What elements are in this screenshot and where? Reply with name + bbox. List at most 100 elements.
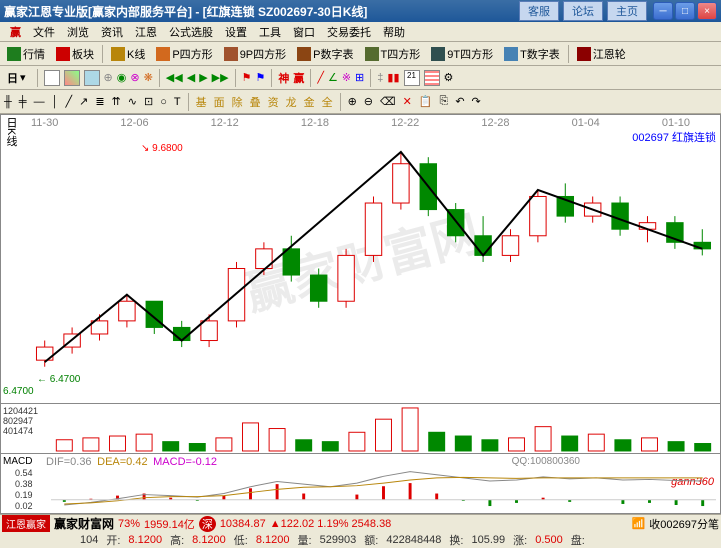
forum-button[interactable]: 论坛: [563, 1, 603, 21]
tool-icon-1[interactable]: [44, 70, 60, 86]
draw-tool-2[interactable]: ╪: [17, 96, 29, 108]
draw-tool-4[interactable]: │: [50, 96, 61, 108]
char-btn-4[interactable]: 叠: [248, 94, 263, 110]
grid-tool-icon[interactable]: ⊞: [355, 71, 364, 84]
scale-tool-icon[interactable]: ‡: [377, 72, 383, 84]
color-tool-icon[interactable]: ▮▮: [387, 71, 399, 84]
next-icon[interactable]: ▶: [199, 71, 207, 84]
first-icon[interactable]: ◀◀: [166, 71, 183, 84]
tb-K线[interactable]: K线: [106, 43, 150, 65]
gear-icon[interactable]: ⚙: [444, 71, 454, 84]
char-btn-2[interactable]: 面: [212, 94, 227, 110]
menu-info[interactable]: 资讯: [95, 22, 129, 42]
misc-tool-2[interactable]: ⊖: [362, 95, 375, 108]
title-bar: 赢家江恩专业版[赢家内部服务平台] - [红旗连锁 SZ002697-30日K线…: [0, 0, 721, 22]
window-title: 赢家江恩专业版[赢家内部服务平台] - [红旗连锁 SZ002697-30日K线…: [4, 3, 519, 20]
menu-gann[interactable]: 江恩: [129, 22, 163, 42]
misc-tool-1[interactable]: ⊕: [346, 95, 359, 108]
char-btn-1[interactable]: 基: [194, 94, 209, 110]
kline-chart[interactable]: 日K线 11-3012-0612-1212-1812-2212-2801-040…: [0, 114, 721, 404]
chart-type-label: 日K线: [3, 117, 19, 146]
last-icon[interactable]: ▶▶: [212, 71, 229, 84]
char-icon-1[interactable]: 神: [278, 70, 289, 86]
tb-T四方形[interactable]: T四方形: [360, 43, 426, 65]
cal-icon[interactable]: 21: [404, 70, 420, 86]
title-link-buttons: 客服 论坛 主页: [519, 1, 647, 21]
draw-tool-8[interactable]: ⇈: [110, 95, 123, 108]
status-right[interactable]: 收002697分笔: [649, 516, 719, 532]
fan-tool-icon[interactable]: ※: [342, 71, 351, 84]
draw-tool-7[interactable]: ≣: [93, 95, 106, 108]
menu-settings[interactable]: 设置: [219, 22, 253, 42]
menu-help[interactable]: 帮助: [377, 22, 411, 42]
macd-chart[interactable]: MACD DIF=0.36 DEA=0.42 MACD=-0.12 0.540.…: [0, 454, 721, 514]
maximize-button[interactable]: □: [675, 2, 695, 20]
tool-icon-4[interactable]: ⊕: [104, 71, 113, 84]
tb-行情[interactable]: 行情: [2, 43, 50, 65]
toolbar-period: 日 ▾ ⊕ ◉ ⊗ ❋ ◀◀ ◀ ▶ ▶▶ ⚑ ⚑ 神 赢 ╱ ∠ ※ ⊞ ‡ …: [0, 66, 721, 90]
tool-icon-2[interactable]: [64, 70, 80, 86]
menu-tools[interactable]: 工具: [253, 22, 287, 42]
char-btn-6[interactable]: 龙: [284, 94, 299, 110]
home-button[interactable]: 主页: [607, 1, 647, 21]
tb-板块[interactable]: 板块: [51, 43, 99, 65]
support-button[interactable]: 客服: [519, 1, 559, 21]
tool-icon-3[interactable]: [84, 70, 100, 86]
draw-tool-9[interactable]: ∿: [126, 95, 139, 108]
draw-tool-1[interactable]: ╫: [2, 96, 14, 108]
draw-tool-6[interactable]: ↗: [77, 95, 90, 108]
angle-tool-icon[interactable]: ∠: [328, 71, 338, 84]
tb-江恩轮[interactable]: 江恩轮: [572, 43, 631, 65]
tb-P四方形[interactable]: P四方形: [151, 43, 217, 65]
tool-icon-6[interactable]: ⊗: [130, 71, 139, 84]
draw-tool-12[interactable]: T: [172, 96, 183, 108]
flag-icon-2[interactable]: ⚑: [255, 71, 265, 84]
tb-9T四方形[interactable]: 9T四方形: [426, 43, 498, 65]
macd-svg: [51, 468, 716, 512]
tool-icon-5[interactable]: ◉: [117, 71, 127, 84]
flag-icon-1[interactable]: ⚑: [242, 71, 252, 84]
volume-chart[interactable]: 1204421802947401474: [0, 404, 721, 454]
tb-P数字表[interactable]: P数字表: [292, 43, 358, 65]
menu-trade[interactable]: 交易委托: [321, 22, 377, 42]
draw-tool-5[interactable]: ╱: [63, 95, 74, 108]
status-chg: ▲122.02 1.19% 2548.38: [270, 518, 392, 530]
toolbar-drawing: ╫ ╪ — │ ╱ ↗ ≣ ⇈ ∿ ⊡ ○ T 基 面 除 叠 资 龙 金 全 …: [0, 90, 721, 114]
draw-tool-10[interactable]: ⊡: [142, 95, 155, 108]
redo-icon[interactable]: ↷: [470, 95, 483, 108]
close-button[interactable]: ×: [697, 2, 717, 20]
grid-icon[interactable]: [424, 70, 440, 86]
draw-tool-3[interactable]: —: [32, 96, 47, 108]
chart-svg: [31, 131, 716, 393]
minimize-button[interactable]: ─: [653, 2, 673, 20]
status-brand: 赢家财富网: [54, 515, 114, 532]
status-pct: 73%: [118, 518, 140, 530]
misc-tool-3[interactable]: ⌫: [378, 95, 398, 108]
misc-tool-5[interactable]: 📋: [417, 95, 435, 108]
tool-icon-7[interactable]: ❋: [144, 71, 153, 84]
tb-9P四方形[interactable]: 9P四方形: [219, 43, 291, 65]
menu-window[interactable]: 窗口: [287, 22, 321, 42]
misc-tool-6[interactable]: ⎘: [438, 95, 451, 108]
char-btn-5[interactable]: 资: [266, 94, 281, 110]
volume-svg: [51, 406, 716, 451]
status-bar: 江恩赢家 赢家财富网 73% 1959.14亿 深 10384.87 ▲122.…: [0, 514, 721, 532]
undo-icon[interactable]: ↶: [453, 95, 466, 108]
period-day-button[interactable]: 日 ▾: [2, 67, 31, 89]
char-btn-7[interactable]: 金: [302, 94, 317, 110]
macd-y-labels: 0.540.380.190.02: [15, 468, 33, 512]
draw-tool-11[interactable]: ○: [158, 96, 169, 108]
misc-tool-4[interactable]: ✕: [401, 95, 414, 108]
char-icon-2[interactable]: 赢: [293, 70, 304, 86]
tb-T数字表[interactable]: T数字表: [499, 43, 565, 65]
menu-browse[interactable]: 浏览: [61, 22, 95, 42]
antenna-icon: 📶: [632, 517, 646, 530]
char-btn-3[interactable]: 除: [230, 94, 245, 110]
char-btn-8[interactable]: 全: [320, 94, 335, 110]
menu-formula[interactable]: 公式选股: [163, 22, 219, 42]
chart-x-axis: 11-3012-0612-1212-1812-2212-2801-0401-10: [31, 117, 690, 131]
menu-file[interactable]: 文件: [27, 22, 61, 42]
prev-icon[interactable]: ◀: [187, 71, 195, 84]
macd-label: MACD: [3, 456, 32, 467]
line-tool-icon[interactable]: ╱: [317, 71, 324, 84]
